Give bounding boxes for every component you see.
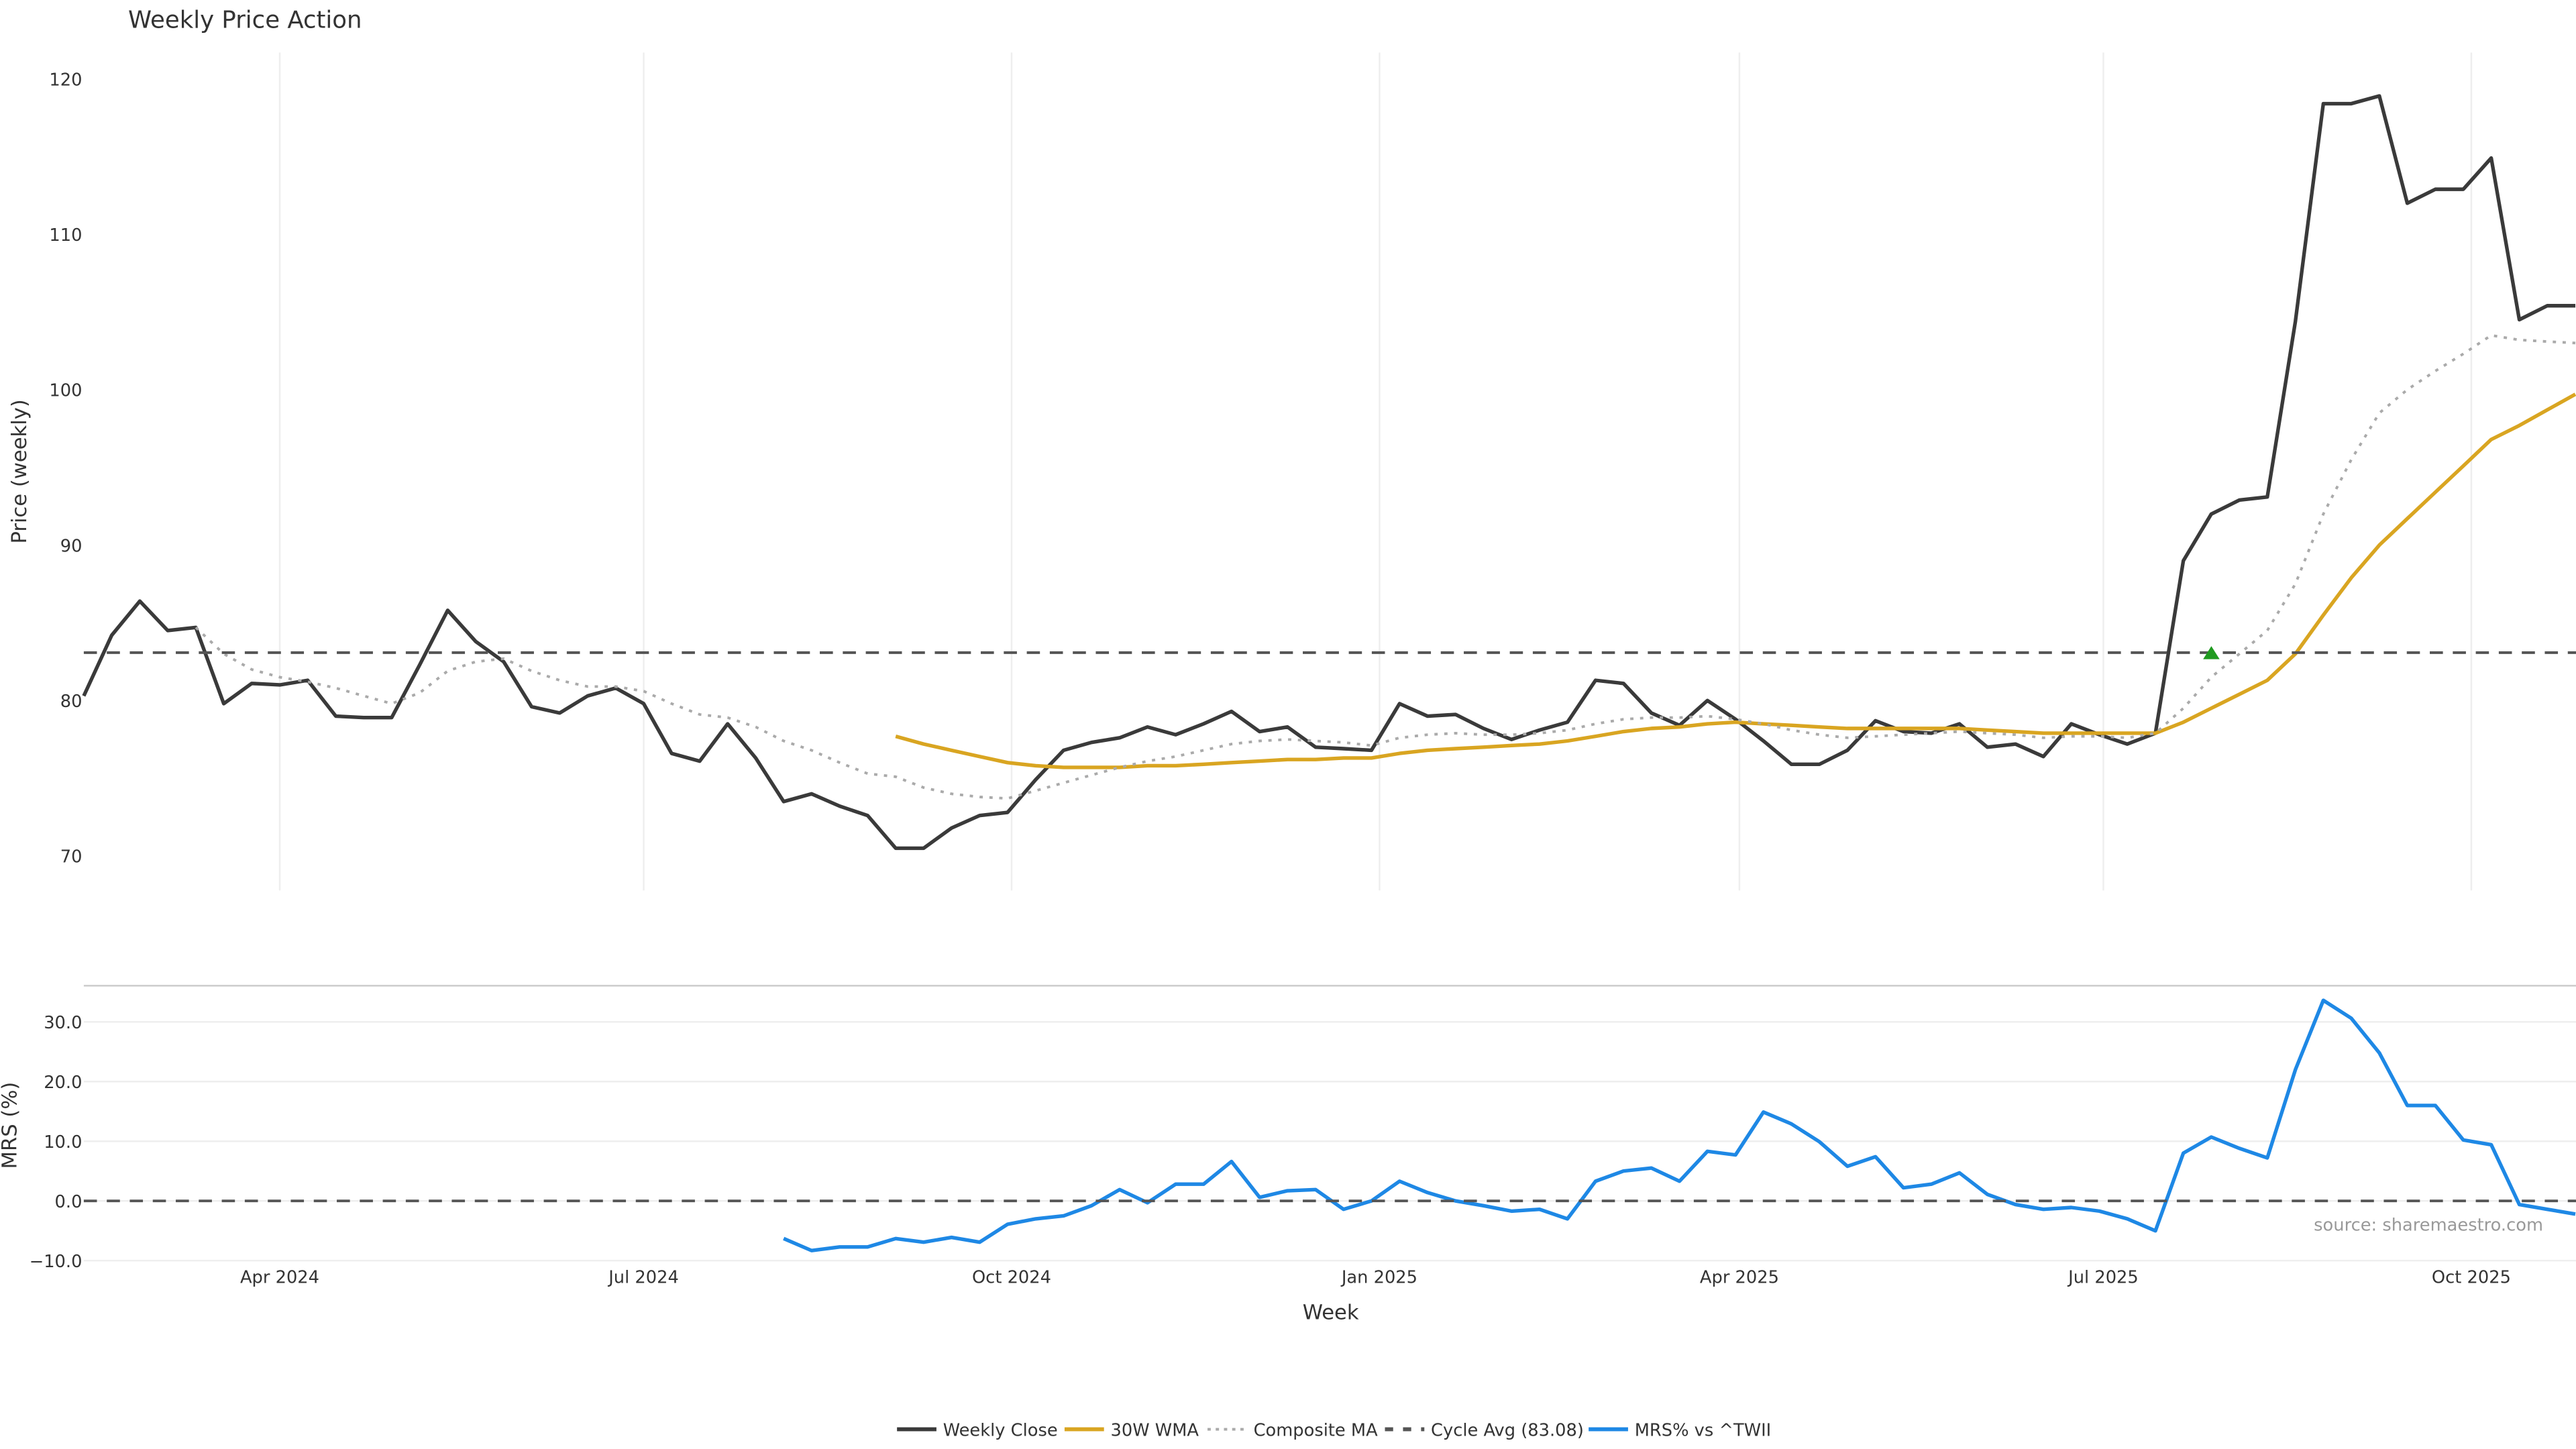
x-axis-label: Week: [1303, 1301, 1359, 1325]
series-weekly-close: [82, 94, 2576, 851]
x-tick-label: Apr 2025: [1700, 1268, 1779, 1288]
bottom-y-tick-labels: −10.0 0.0 10.0 20.0 30.0: [30, 1013, 83, 1272]
legend-label: Cycle Avg (83.08): [1431, 1420, 1584, 1440]
legend-label: 30W WMA: [1111, 1420, 1199, 1440]
legend-item-mrs-vs-twii: MRS% vs ^TWII: [1589, 1420, 1771, 1440]
y-tick-label: 30.0: [44, 1013, 82, 1033]
y-tick-label: −10.0: [30, 1252, 83, 1272]
legend-item-composite-ma: Composite MA: [1208, 1420, 1378, 1440]
top-panel-series: [82, 94, 2576, 851]
legend-label: Composite MA: [1254, 1420, 1379, 1440]
x-tick-label: Oct 2024: [972, 1268, 1051, 1288]
top-y-tick-labels: 70 80 90 100 110 120: [49, 70, 82, 867]
x-tick-label: Apr 2024: [240, 1268, 319, 1288]
bottom-y-axis-label: MRS (%): [0, 1082, 21, 1169]
x-tick-label: Jul 2024: [607, 1268, 679, 1288]
top-y-axis-label: Price (weekly): [8, 399, 32, 543]
source-note: source: sharemaestro.com: [2314, 1215, 2543, 1235]
y-tick-label: 120: [49, 70, 82, 90]
legend: Weekly Close 30W WMA Composite MA Cycle Avg…: [897, 1420, 1771, 1440]
y-tick-label: 70: [60, 847, 83, 867]
signal-triangle-marker: [2203, 646, 2220, 659]
legend-item-weekly-close: Weekly Close: [897, 1420, 1058, 1440]
x-tick-label: Jan 2025: [1340, 1268, 1417, 1288]
y-tick-label: 100: [49, 381, 82, 401]
x-tick-label: Oct 2025: [2432, 1268, 2511, 1288]
bottom-panel-series: [83, 998, 2576, 1252]
y-tick-label: 90: [60, 536, 83, 556]
legend-label: Weekly Close: [943, 1420, 1058, 1440]
series-30w-wma: [895, 392, 2576, 769]
series-mrs-vs-twii: [783, 998, 2576, 1252]
legend-item-30w-wma: 30W WMA: [1064, 1420, 1199, 1440]
top-panel-gridlines: [278, 52, 2473, 891]
legend-item-cycle-avg-83-08: Cycle Avg (83.08): [1385, 1420, 1584, 1440]
y-tick-label: 80: [60, 692, 83, 712]
y-tick-label: 0.0: [55, 1192, 83, 1212]
y-tick-label: 20.0: [44, 1073, 82, 1093]
chart-title: Weekly Price Action: [128, 7, 362, 34]
x-tick-label: Jul 2025: [2067, 1268, 2139, 1288]
y-tick-label: 110: [49, 225, 82, 246]
x-tick-labels: Apr 2024 Jul 2024 Oct 2024 Jan 2025 Apr 2025…: [240, 1268, 2511, 1288]
y-tick-label: 10.0: [44, 1132, 82, 1152]
legend-label: MRS% vs ^TWII: [1635, 1420, 1772, 1440]
